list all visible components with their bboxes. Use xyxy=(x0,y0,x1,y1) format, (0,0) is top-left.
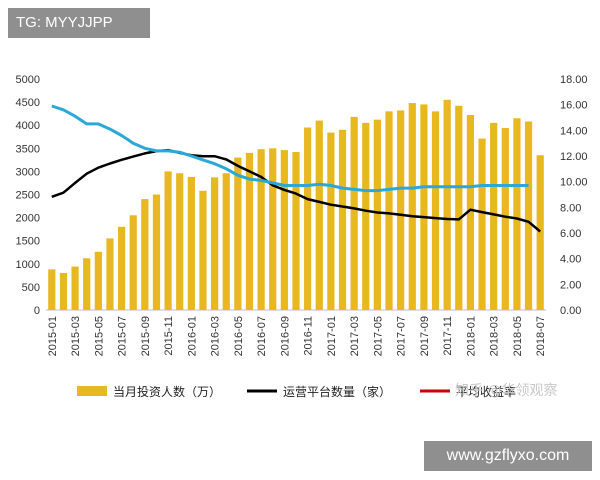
legend-swatch-investors xyxy=(77,386,107,396)
right-tick-label: 2.00 xyxy=(560,279,581,291)
x-tick-label: 2018-05 xyxy=(512,316,524,356)
legend-label-platforms: 运营平台数量（家） xyxy=(283,384,391,399)
x-tick-label: 2016-09 xyxy=(279,316,291,356)
x-tick-label: 2016-03 xyxy=(210,316,222,356)
x-tick-label: 2015-05 xyxy=(93,316,105,356)
bar xyxy=(164,171,172,310)
bar xyxy=(187,176,195,310)
bar xyxy=(48,269,56,310)
bar xyxy=(269,148,277,310)
x-tick-label: 2016-11 xyxy=(303,316,315,356)
x-tick-label: 2015-11 xyxy=(163,316,175,356)
bar xyxy=(490,122,498,310)
bar xyxy=(245,152,254,310)
x-tick-label: 2017-09 xyxy=(419,316,431,356)
yield-line xyxy=(51,104,529,193)
x-tick-label: 2017-07 xyxy=(396,316,408,356)
right-tick-label: 18.00 xyxy=(560,74,588,86)
bar xyxy=(129,215,137,310)
x-tick-label: 2017-05 xyxy=(372,316,384,356)
bar xyxy=(431,111,440,310)
bar xyxy=(455,105,463,311)
bar xyxy=(234,157,242,310)
x-tick-label: 2015-01 xyxy=(47,316,59,356)
right-tick-label: 4.00 xyxy=(560,254,581,266)
watermark: 知乎 @华领观察 xyxy=(455,383,558,399)
bar xyxy=(420,104,428,310)
right-tick-label: 8.00 xyxy=(560,202,581,214)
left-tick-label: 2500 xyxy=(16,190,40,202)
x-tick-label: 2016-05 xyxy=(233,316,245,356)
bar xyxy=(59,273,68,310)
bar xyxy=(513,118,521,311)
right-tick-label: 14.00 xyxy=(560,125,588,137)
right-tick-label: 0.00 xyxy=(560,305,581,317)
bar xyxy=(222,173,230,310)
bar xyxy=(257,149,265,310)
right-tick-label: 16.00 xyxy=(560,100,588,112)
bar xyxy=(397,110,405,310)
site-banner[interactable]: www.gzflyxo.com xyxy=(424,441,592,471)
bar xyxy=(501,127,509,310)
left-tick-label: 3500 xyxy=(16,143,40,155)
bar xyxy=(94,251,102,310)
line-series xyxy=(51,104,542,233)
chart-legend: 当月投资人数（万） 运营平台数量（家） 平均收益率 xyxy=(77,384,516,399)
bar xyxy=(373,119,381,310)
x-tick-label: 2017-01 xyxy=(326,316,338,356)
bar xyxy=(466,115,475,310)
bar xyxy=(327,132,335,310)
bar xyxy=(199,190,207,310)
left-tick-label: 1000 xyxy=(16,259,40,271)
x-tick-label: 2015-07 xyxy=(117,316,129,356)
bar xyxy=(524,121,533,310)
x-tick-label: 2016-01 xyxy=(186,316,198,356)
bar-series xyxy=(48,99,544,311)
bar xyxy=(71,266,79,310)
bar xyxy=(176,173,184,310)
bar xyxy=(280,150,288,310)
left-tick-label: 0 xyxy=(34,305,40,317)
legend-label-investors: 当月投资人数（万） xyxy=(113,384,221,399)
bar xyxy=(338,129,347,310)
bar xyxy=(362,122,370,310)
left-tick-label: 5000 xyxy=(16,74,40,86)
x-tick-label: 2015-03 xyxy=(70,316,82,356)
bar xyxy=(292,151,300,310)
x-tick-label: 2015-09 xyxy=(140,316,152,356)
right-tick-label: 12.00 xyxy=(560,151,588,163)
left-tick-label: 4500 xyxy=(16,97,40,109)
right-tick-label: 10.00 xyxy=(560,177,588,189)
bar xyxy=(141,199,149,310)
left-tick-label: 4000 xyxy=(16,120,40,132)
right-tick-label: 6.00 xyxy=(560,228,581,240)
left-tick-label: 2000 xyxy=(16,213,40,225)
legend-label-yield: 平均收益率 xyxy=(456,384,516,399)
bar xyxy=(443,99,451,310)
x-tick-label: 2016-07 xyxy=(256,316,268,356)
bar xyxy=(211,177,219,310)
x-tick-label: 2017-11 xyxy=(442,316,454,356)
bar xyxy=(304,127,312,310)
bar xyxy=(315,120,323,310)
telegram-tag: TG: MYYJJPP xyxy=(8,8,150,38)
bar xyxy=(478,138,486,310)
bar xyxy=(117,226,126,310)
x-tick-label: 2018-07 xyxy=(535,316,547,356)
bar xyxy=(408,103,416,310)
x-tick-label: 2018-01 xyxy=(465,316,477,356)
bar xyxy=(385,111,393,310)
bar xyxy=(152,194,161,310)
bar xyxy=(536,155,544,310)
x-tick-label: 2017-03 xyxy=(349,316,361,356)
x-tick-label: 2018-03 xyxy=(489,316,501,356)
left-tick-label: 3000 xyxy=(16,166,40,178)
left-tick-label: 1500 xyxy=(16,236,40,248)
bar xyxy=(106,238,114,310)
platforms-line xyxy=(51,148,542,233)
bar xyxy=(350,116,358,310)
left-tick-label: 500 xyxy=(22,282,40,294)
bar xyxy=(83,258,91,310)
